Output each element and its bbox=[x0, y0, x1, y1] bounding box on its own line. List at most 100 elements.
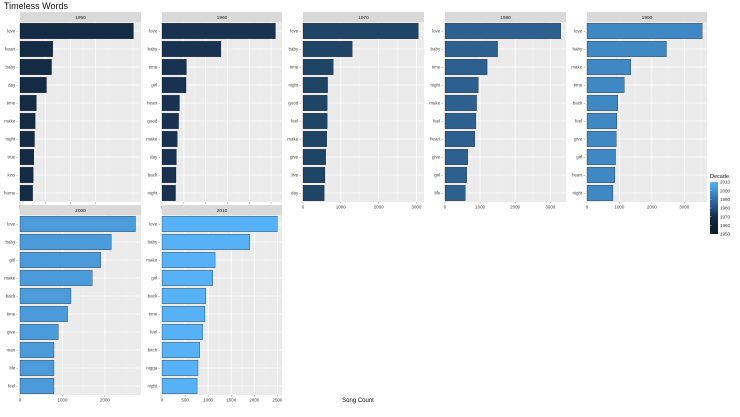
y-tick-label-give: give - bbox=[432, 155, 444, 160]
y-tick-label-night: night - bbox=[5, 137, 18, 142]
bar-1980-love bbox=[444, 23, 561, 39]
y-tick-label-baby: baby - bbox=[430, 47, 443, 52]
x-tick-label: 2500 bbox=[272, 398, 283, 403]
x-tick-label: 0 bbox=[444, 205, 447, 210]
bar-2010-back bbox=[161, 288, 206, 304]
facet-strip-2010 bbox=[162, 205, 282, 215]
y-tick-label-nigga: nigga - bbox=[146, 366, 160, 371]
x-tick-label: 3000 bbox=[545, 205, 556, 210]
bar-1960-back bbox=[161, 167, 177, 183]
bar-1990-time bbox=[586, 77, 625, 93]
bar-1970-love bbox=[302, 23, 419, 39]
bar-1950-kiss bbox=[19, 167, 34, 183]
x-tick-label: 1000 bbox=[203, 398, 214, 403]
bar-2000-love bbox=[19, 216, 136, 232]
y-tick-label-feel: feel - bbox=[575, 119, 586, 124]
x-tick-label: 0 bbox=[161, 398, 164, 403]
bar-1980-give bbox=[444, 149, 468, 165]
bar-2010-make bbox=[161, 252, 216, 268]
legend-title: Decade bbox=[710, 174, 729, 180]
y-tick-label-time: time - bbox=[574, 83, 586, 88]
y-tick-label-feel: feel - bbox=[433, 119, 444, 124]
y-tick-label-back: back - bbox=[148, 173, 161, 178]
legend-label-2000: 2000 bbox=[720, 188, 731, 193]
bar-2010-love bbox=[161, 216, 278, 232]
bar-1990-back bbox=[586, 95, 618, 111]
bar-1980-heart bbox=[444, 131, 475, 147]
y-tick-label-true: true - bbox=[7, 155, 18, 160]
bar-1980-night bbox=[444, 77, 479, 93]
legend-label-1990: 1990 bbox=[720, 197, 731, 202]
bar-2000-give bbox=[19, 324, 59, 340]
y-tick-label-feel: feel - bbox=[150, 330, 161, 335]
bar-1960-time bbox=[161, 59, 187, 75]
y-tick-label-girl: girl - bbox=[9, 258, 18, 263]
y-tick-label-night: night - bbox=[572, 191, 585, 196]
bar-1950-day bbox=[19, 77, 47, 93]
bar-2000-time bbox=[19, 306, 68, 322]
bar-1950-heart bbox=[19, 41, 53, 57]
x-tick-label: 2000 bbox=[374, 205, 385, 210]
bar-2000-man bbox=[19, 342, 55, 358]
facet-strip-1990 bbox=[587, 12, 707, 22]
y-tick-label-good: good - bbox=[288, 101, 301, 106]
bar-2010-bitch bbox=[161, 342, 200, 358]
y-tick-label-baby: baby - bbox=[288, 47, 301, 52]
x-tick-label: 1000 bbox=[336, 205, 347, 210]
x-tick-label: 1000 bbox=[57, 398, 68, 403]
y-tick-label-live: live - bbox=[291, 173, 301, 178]
bar-1980-make bbox=[444, 95, 477, 111]
bar-2000-make bbox=[19, 270, 93, 286]
facet-strip-label-2010: 2010 bbox=[217, 208, 228, 214]
x-tick-label: 2000 bbox=[249, 398, 260, 403]
y-tick-label-feel: feel - bbox=[291, 119, 302, 124]
bar-2000-back bbox=[19, 288, 72, 304]
y-tick-label-time: time - bbox=[432, 65, 444, 70]
y-tick-label-baby: baby - bbox=[5, 240, 18, 245]
legend-label-1950: 1950 bbox=[720, 232, 731, 237]
x-tick-label: 0 bbox=[586, 205, 589, 210]
y-tick-label-baby: baby - bbox=[572, 47, 585, 52]
y-tick-label-life: life - bbox=[434, 191, 443, 196]
facet-strip-label-1990: 1990 bbox=[642, 15, 653, 21]
bar-1990-girl bbox=[586, 149, 616, 165]
bar-1980-girl bbox=[444, 167, 467, 183]
facet-strip-1980 bbox=[445, 12, 566, 22]
y-tick-label-girl: girl - bbox=[151, 276, 160, 281]
bar-2010-nigga bbox=[161, 360, 199, 376]
bar-1950-home bbox=[19, 185, 33, 201]
y-tick-label-night: night - bbox=[430, 83, 443, 88]
bar-1950-love bbox=[19, 23, 134, 39]
bar-1950-true bbox=[19, 149, 35, 165]
bar-1970-night bbox=[302, 77, 328, 93]
y-tick-label-give: give - bbox=[290, 155, 302, 160]
chart-title: Timeless Words bbox=[4, 1, 69, 11]
x-tick-label: 3000 bbox=[679, 205, 690, 210]
bar-2010-time bbox=[161, 306, 206, 322]
y-tick-label-heart: heart - bbox=[572, 173, 586, 178]
x-tick-label: 1000 bbox=[475, 205, 486, 210]
y-tick-label-give: give - bbox=[7, 330, 19, 335]
bar-2010-night bbox=[161, 378, 198, 394]
y-tick-label-back: back - bbox=[6, 294, 19, 299]
y-tick-label-bitch: bitch - bbox=[148, 348, 161, 353]
facet-strip-label-1970: 1970 bbox=[358, 15, 369, 21]
y-tick-label-love: love - bbox=[432, 29, 444, 34]
legend-label-1980: 1980 bbox=[720, 206, 731, 211]
y-tick-label-make: make - bbox=[4, 276, 18, 281]
bar-2000-feel bbox=[19, 378, 55, 394]
facet-strip-label-1950: 1950 bbox=[75, 15, 86, 21]
bar-1980-baby bbox=[444, 41, 498, 57]
y-tick-label-time: time - bbox=[7, 312, 19, 317]
bar-2010-feel bbox=[161, 324, 203, 340]
legend-label-1960: 1960 bbox=[720, 223, 731, 228]
bar-1990-feel bbox=[586, 113, 617, 129]
y-tick-label-make: make - bbox=[287, 137, 301, 142]
bar-2000-life bbox=[19, 360, 55, 376]
bar-1950-baby bbox=[19, 59, 52, 75]
bar-1970-feel bbox=[302, 113, 328, 129]
legend-label-2010: 2010 bbox=[720, 180, 731, 185]
y-tick-label-night: night - bbox=[147, 384, 160, 389]
y-tick-label-baby: baby - bbox=[147, 240, 160, 245]
